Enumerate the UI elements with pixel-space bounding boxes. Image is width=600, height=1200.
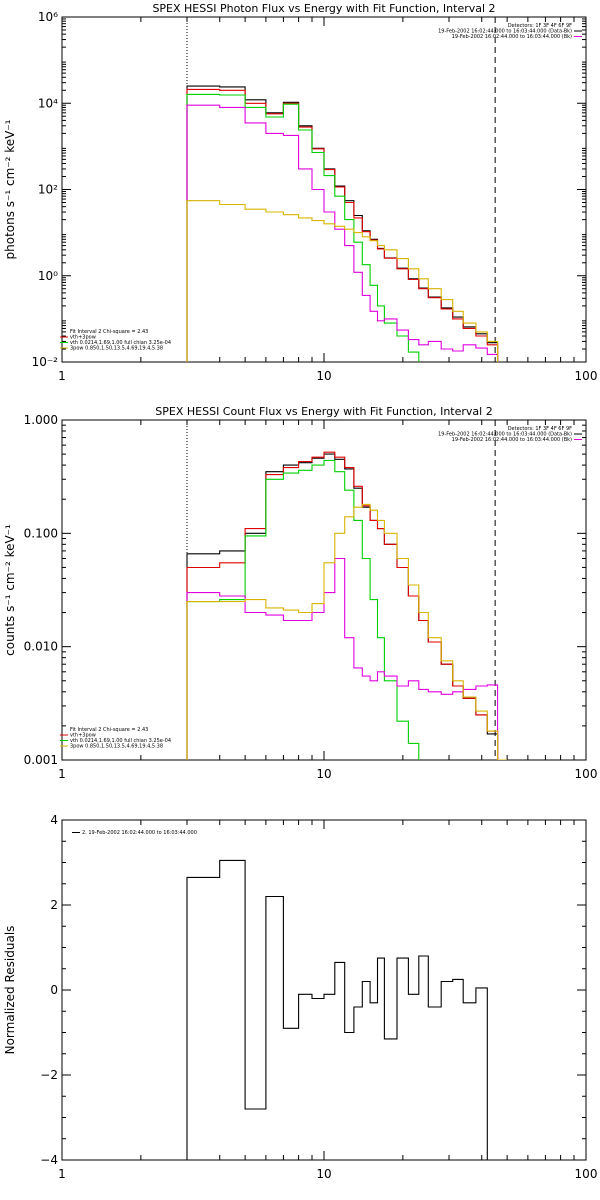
y-tick-label: 0.100 <box>24 526 58 540</box>
legend-entry: Detectors: 1F 3F 4F 6F 9F <box>508 23 572 29</box>
legend-entry: vth+3pow <box>70 733 96 739</box>
y-tick-label: −2 <box>40 1068 58 1082</box>
count-flux-chart: SPEX HESSI Count Flux vs Energy with Fit… <box>3 405 598 781</box>
legend-entry: Fit Interval 2 Chi-square = 2.43 <box>70 329 148 335</box>
x-tick-label: 100 <box>575 767 598 781</box>
x-tick-label: 10 <box>316 1167 331 1181</box>
x-tick-label: 100 <box>575 369 598 383</box>
y-tick-label: 10⁶ <box>38 10 58 24</box>
y-tick-label: −4 <box>40 1153 58 1167</box>
series-line-0 <box>186 85 499 362</box>
x-tick-label: 10 <box>316 369 331 383</box>
series-line-3 <box>186 557 499 760</box>
x-tick-label: 100 <box>575 1167 598 1181</box>
series-line-2 <box>186 459 429 760</box>
y-tick-label: 0.010 <box>24 640 58 654</box>
series-line-4 <box>186 200 499 362</box>
plot-frame <box>61 819 587 1161</box>
y-axis-label: counts s⁻¹ cm⁻² keV⁻¹ <box>3 524 17 656</box>
series-line-2 <box>186 93 429 362</box>
x-tick-label: 1 <box>58 1167 66 1181</box>
legend-entry: vth 0.0214,1.69,1.00 full chian 3.25e-04 <box>70 340 171 346</box>
x-tick-label: 1 <box>58 767 66 781</box>
legend-entry: 2. 19-Feb-2002 16:02:44.000 to 16:03:44.… <box>82 830 197 836</box>
legend-entry: 19-Feb-2002 16:02:44.000 to 16:03:44.000… <box>452 437 572 443</box>
chart-title: SPEX HESSI Photon Flux vs Energy with Fi… <box>152 2 495 15</box>
y-tick-label: 10⁴ <box>38 96 58 110</box>
series-line-4 <box>186 503 508 760</box>
series-line-0 <box>186 859 498 1160</box>
legend-entry: Detectors: 1F 3F 4F 6F 9F <box>508 426 572 432</box>
y-axis-label: Normalized Residuals <box>3 926 17 1055</box>
chart-title: SPEX HESSI Count Flux vs Energy with Fit… <box>155 405 492 418</box>
y-tick-label: 0.001 <box>24 753 58 767</box>
legend-entry: 19-Feb-2002 16:02:44.000 to 16:03:44.000… <box>452 34 572 40</box>
legend-entry: 19-Feb-2002 16:02:44.000 to 16:03:44.000… <box>438 29 572 35</box>
series-line-1 <box>186 451 508 760</box>
x-tick-label: 10 <box>316 767 331 781</box>
residuals-chart: 1 10 100 −4 −2 0 2 4 Normalized Residuals 2. 19-F… <box>3 813 598 1181</box>
series-line-3 <box>186 104 499 362</box>
legend-entry: vth+3pow <box>70 335 96 341</box>
y-tick-label: 1.000 <box>24 413 58 427</box>
y-tick-label: 2 <box>50 898 58 912</box>
y-tick-label: 10⁰ <box>38 269 58 283</box>
legend-entry: Fit Interval 2 Chi-square = 2.43 <box>70 727 148 733</box>
y-tick-label: 0 <box>50 983 58 997</box>
legend-entry: vth 0.0214,1.69,1.00 full chian 3.25e-04 <box>70 738 171 744</box>
legend-entry: 3pow 0.850,1.50,13.5,4.69,19.4,5.38 <box>70 346 163 352</box>
y-axis-label: photons s⁻¹ cm⁻² keV⁻¹ <box>3 119 17 259</box>
series-line-1 <box>186 88 499 362</box>
legend-entry: 19-Feb-2002 16:02:44.000 to 16:03:44.000… <box>438 432 572 438</box>
y-tick-label: 4 <box>50 813 58 827</box>
x-tick-label: 1 <box>58 369 66 383</box>
series-line-0 <box>186 453 508 760</box>
photon-flux-chart: SPEX HESSI Photon Flux vs Energy with Fi… <box>3 2 598 383</box>
legend-entry: 3pow 0.850,1.50,13.5,4.69,19.4,5.38 <box>70 744 163 750</box>
y-tick-label: 10² <box>38 183 58 197</box>
y-tick-label: 10⁻² <box>32 355 59 369</box>
